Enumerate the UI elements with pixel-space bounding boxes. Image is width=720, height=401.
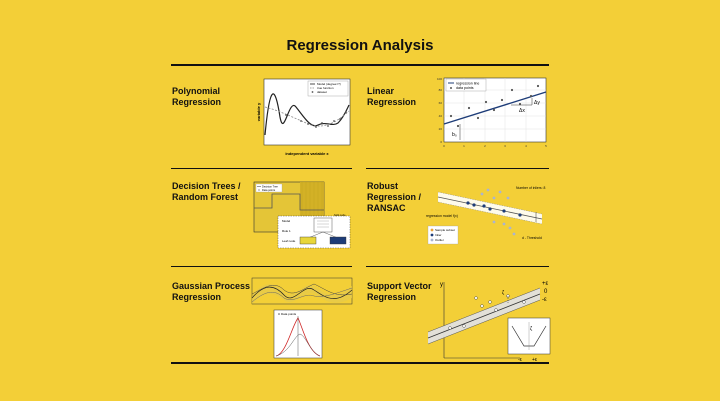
x-tick-labels: 0 1 2 3 4 5 — [443, 144, 547, 148]
y-tick-labels: 0 20 40 60 80 100 — [437, 77, 442, 144]
legend-decision-tree: Decision Tree — [262, 185, 278, 189]
intercept-label: b₀ — [452, 132, 457, 138]
regression-line — [443, 91, 547, 125]
section-label-polynomial: Polynomial Regression — [172, 86, 222, 107]
svg-text:5: 5 — [545, 144, 547, 148]
legend-box — [255, 183, 283, 193]
section-label-svr: Support Vector Regression — [367, 281, 432, 302]
row2-divider-right — [366, 266, 549, 267]
leaf-node-yellow — [299, 236, 317, 245]
linear-plot: Δy Δx b₀ regression line data points 0 1… — [437, 77, 547, 148]
svg-text:40: 40 — [439, 114, 443, 118]
threshold-label: d - Threshold — [522, 236, 542, 240]
svg-text:0: 0 — [440, 140, 442, 144]
svg-text:1: 1 — [463, 144, 465, 148]
legend-box — [445, 78, 487, 92]
svg-text:3: 3 — [504, 144, 506, 148]
legend-data-points: Data points — [262, 188, 276, 192]
margin-label-zero: 0 — [544, 289, 548, 295]
svg-text:4: 4 — [525, 144, 527, 148]
tree-step-line — [254, 193, 324, 211]
y-axis-label: y — [440, 282, 443, 288]
section-label-gaussian: Gaussian Process Regression — [172, 281, 251, 302]
section-label-trees: Decision Trees / Random Forest — [172, 181, 241, 202]
legend-box — [427, 225, 459, 245]
margin-label-minus: -ε — [542, 297, 547, 303]
slack-label: ζ — [502, 290, 505, 296]
split-node-box — [313, 217, 333, 233]
x-axis-label: independent variable x — [285, 151, 329, 156]
model-curve — [264, 93, 350, 136]
sample-function-1 — [251, 286, 353, 299]
upper-margin-line — [427, 287, 541, 333]
legend-inlier: Inlier — [435, 233, 442, 237]
svg-text:0: 0 — [443, 144, 445, 148]
delta-x-label: Δx — [519, 108, 525, 114]
dataset-points — [285, 111, 347, 128]
support-vectors — [448, 294, 526, 330]
decision-tree-plot: Decision Tree Data points Model Rule 1 L… — [253, 181, 351, 249]
legend-dataset: dataset — [317, 90, 327, 94]
svg-text:60: 60 — [439, 101, 443, 105]
prior-curve — [275, 333, 321, 357]
svg-text:2: 2 — [484, 144, 486, 148]
regression-line — [427, 293, 541, 339]
legend-data-points: data points — [456, 86, 474, 90]
delta-y-label: Δy — [534, 100, 540, 106]
ransac-plot: Number of inliers: 8 regression model f(… — [426, 186, 546, 245]
legend-model: Model (degree=?) — [317, 82, 341, 86]
true-function-line — [264, 106, 350, 127]
node-label-rule: Rule 1 — [282, 229, 291, 233]
inset-minus-epsilon: -ε — [518, 357, 523, 363]
legend-sample-subset: Sample subset — [435, 228, 455, 232]
title-divider — [171, 64, 549, 66]
inlier-points — [466, 201, 522, 217]
lower-margin-line — [427, 299, 541, 345]
polynomial-plot: Model (degree=?) true function dataset i… — [256, 78, 351, 156]
gaussian-process-plot: Data points — [251, 277, 353, 359]
legend-box — [307, 80, 349, 97]
row2-divider-left — [171, 266, 352, 267]
svg-text:100: 100 — [437, 77, 442, 81]
svr-plot: y ζ +ε 0 -ε ζ -ε +ε — [427, 281, 551, 363]
legend-outlier: Outlier — [435, 238, 444, 242]
leaf-node-blue — [329, 236, 347, 245]
legend-data-points: Data points — [281, 312, 297, 316]
svg-text:20: 20 — [439, 127, 443, 131]
legend-true-function: true function — [317, 86, 334, 90]
section-label-robust: Robust Regression / RANSAC — [367, 181, 422, 213]
outlier-points — [480, 188, 516, 236]
svg-text:80: 80 — [439, 88, 443, 92]
node-label-split: Split node — [334, 213, 346, 217]
margin-label-plus: +ε — [542, 281, 549, 287]
y-axis-label: variable y — [256, 102, 261, 121]
row1-divider-left — [171, 168, 352, 169]
bottom-divider — [171, 362, 549, 364]
page-title: Regression Analysis — [286, 37, 434, 54]
data-points — [449, 84, 540, 128]
legend-regression-line: regression line — [456, 82, 479, 86]
row1-divider-right — [366, 168, 549, 169]
inset-plus-epsilon: +ε — [532, 357, 538, 363]
section-label-linear: Linear Regression — [367, 86, 417, 107]
sample-function-2 — [251, 283, 353, 296]
regression-model-label: regression model f(x) — [426, 214, 458, 218]
node-label-model: Model — [282, 219, 291, 223]
inlier-count-label: Number of inliers: 8 — [516, 186, 546, 190]
inset-slack-label: ζ — [530, 326, 533, 332]
node-label-leaf: Leaf node — [282, 239, 296, 243]
slope-triangle — [511, 98, 533, 106]
sample-function-3 — [251, 287, 353, 303]
